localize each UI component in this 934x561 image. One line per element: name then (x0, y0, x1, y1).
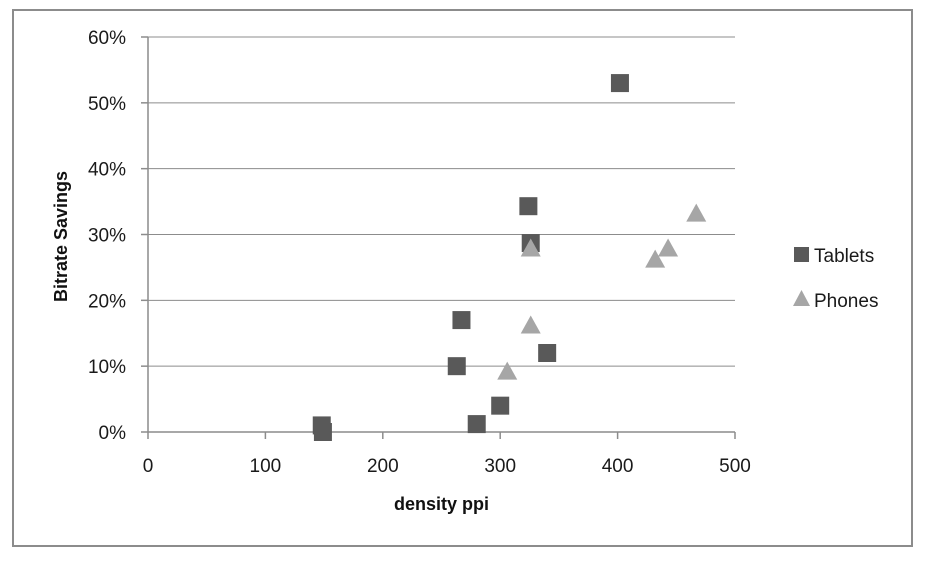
point-tablets (610, 74, 629, 93)
legend-label-tablets: Tablets (814, 246, 874, 267)
x-tick-label: 500 (719, 456, 751, 477)
point-phones (520, 315, 541, 334)
point-tablets (452, 311, 471, 330)
y-tick-label: 50% (88, 94, 126, 115)
point-tablets (467, 415, 486, 434)
y-tick-label: 40% (88, 160, 126, 181)
legend-marker-tablets (794, 247, 809, 262)
point-tablets (538, 344, 557, 362)
point-tablets (313, 423, 332, 441)
y-tick-label: 10% (88, 357, 126, 378)
legend-label-phones: Phones (814, 291, 878, 312)
point-phones (520, 238, 541, 257)
legend-item-phones: Phones (793, 290, 878, 312)
x-axis-title: density ppi (394, 494, 489, 514)
legend: Tablets Phones (793, 246, 878, 312)
x-tick-label: 0 (143, 456, 154, 477)
gridlines (148, 36, 735, 367)
legend-item-tablets: Tablets (794, 246, 874, 267)
y-tick-label: 20% (88, 291, 126, 312)
legend-marker-phones (793, 290, 810, 306)
point-tablets (491, 396, 510, 415)
x-tick-label: 100 (250, 456, 282, 477)
point-phones (658, 238, 679, 257)
point-tablets (519, 197, 538, 216)
y-tick-label: 0% (99, 423, 127, 444)
point-phones (686, 203, 707, 222)
x-axis-ticks: 0 100 200 300 400 500 (143, 432, 751, 477)
x-tick-label: 400 (602, 456, 634, 477)
y-tick-label: 60% (88, 28, 126, 49)
point-tablets (447, 357, 466, 376)
x-tick-label: 200 (367, 456, 399, 477)
chart-frame (12, 9, 913, 547)
x-tick-label: 300 (484, 456, 516, 477)
y-tick-label: 30% (88, 226, 126, 247)
data-points (312, 74, 707, 441)
point-phones (645, 249, 666, 268)
y-axis-ticks: 0% 10% 20% 30% 40% 50% 60% (88, 28, 148, 444)
y-axis-title: Bitrate Savings (51, 171, 71, 302)
point-phones (497, 361, 518, 380)
